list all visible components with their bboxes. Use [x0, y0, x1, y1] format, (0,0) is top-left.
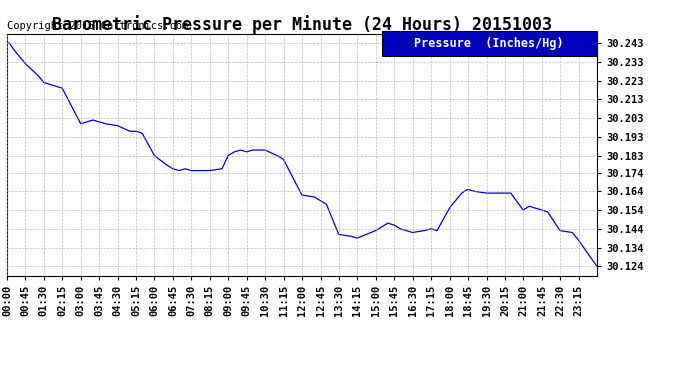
Text: Copyright 2015 Cartronics.com: Copyright 2015 Cartronics.com [7, 21, 188, 32]
Text: Pressure  (Inches/Hg): Pressure (Inches/Hg) [415, 37, 564, 50]
Bar [382, 32, 597, 56]
Title: Barometric Pressure per Minute (24 Hours) 20151003: Barometric Pressure per Minute (24 Hours… [52, 15, 552, 34]
